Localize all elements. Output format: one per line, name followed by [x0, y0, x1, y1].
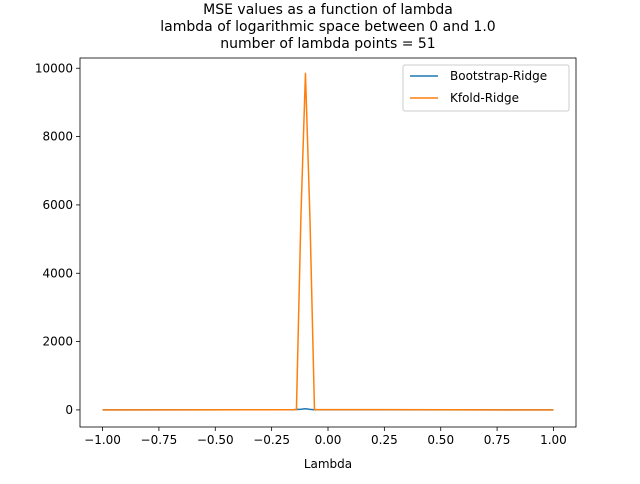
- series-layer: [102, 72, 554, 411]
- x-tick-label: −0.50: [197, 433, 234, 447]
- x-axis-ticks: −1.00 −0.75 −0.50 −0.25 0.00 0.25 0.50 0.75 1.00: [84, 427, 567, 447]
- legend-label-bootstrap-ridge: Bootstrap-Ridge: [450, 69, 547, 83]
- legend-label-kfold-ridge: Kfold-Ridge: [450, 91, 519, 105]
- chart-title-line-2: lambda of logarithmic space between 0 an…: [160, 19, 495, 35]
- y-axis-ticks: 0 2000 4000 6000 8000 10000: [35, 61, 80, 417]
- x-tick-label: 1.00: [540, 433, 567, 447]
- y-tick-label: 2000: [42, 335, 73, 349]
- y-tick-label: 8000: [42, 130, 73, 144]
- y-tick-label: 0: [65, 403, 73, 417]
- x-tick-label: −0.25: [253, 433, 290, 447]
- x-tick-label: 0.00: [315, 433, 342, 447]
- x-tick-label: −0.75: [141, 433, 178, 447]
- chart-title-line-3: number of lambda points = 51: [220, 36, 435, 52]
- x-tick-label: 0.25: [371, 433, 398, 447]
- chart-title: MSE values as a function of lambda lambd…: [160, 2, 495, 52]
- legend[interactable]: Bootstrap-Ridge Kfold-Ridge: [402, 64, 570, 112]
- x-axis-label: Lambda: [304, 457, 352, 471]
- y-tick-label: 10000: [35, 61, 73, 75]
- x-tick-label: 0.50: [427, 433, 454, 447]
- y-tick-label: 4000: [42, 266, 73, 280]
- x-tick-label: −1.00: [84, 433, 121, 447]
- chart-title-line-1: MSE values as a function of lambda: [203, 2, 453, 18]
- x-tick-label: 0.75: [484, 433, 511, 447]
- legend-box: [402, 64, 570, 112]
- y-tick-label: 6000: [42, 198, 73, 212]
- series-line-kfold-ridge: [102, 72, 554, 411]
